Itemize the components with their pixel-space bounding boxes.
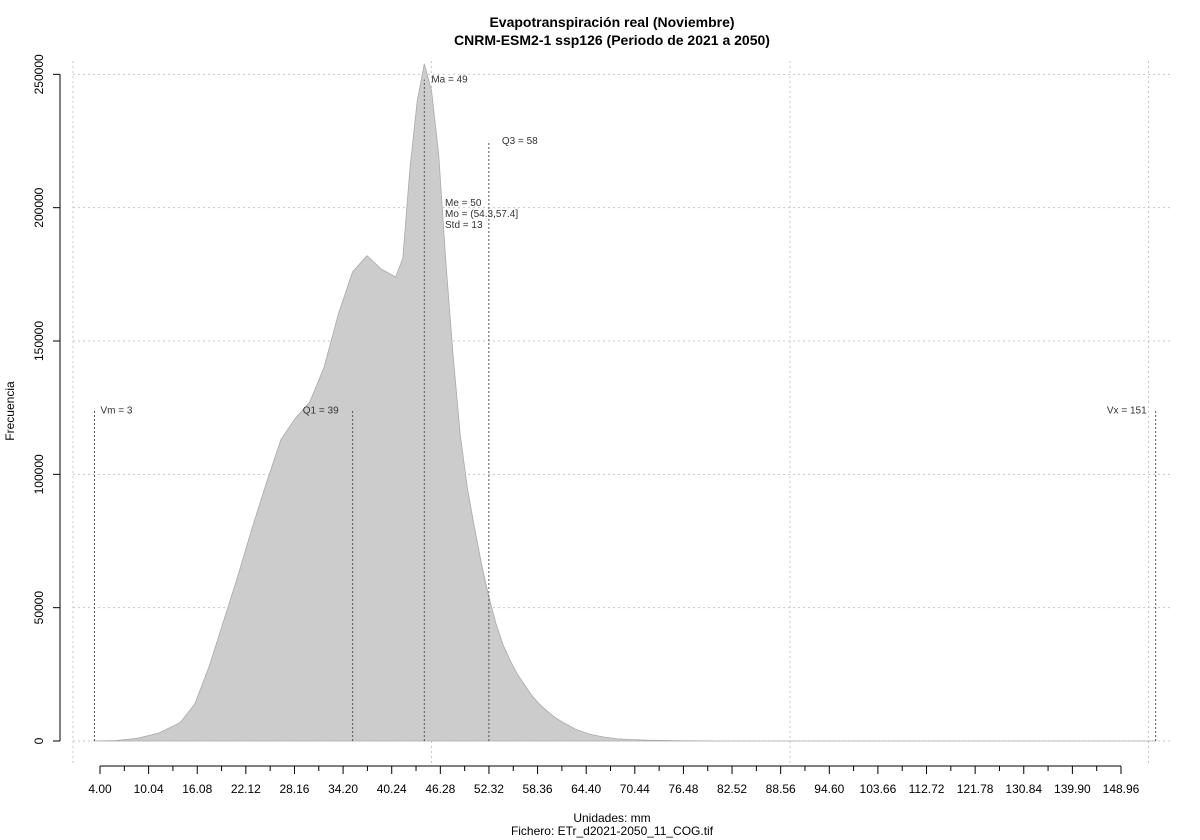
x-tick-label: 70.44	[620, 782, 650, 796]
ma-marker-label: Ma = 49	[431, 75, 468, 86]
x-tick-label: 10.04	[134, 782, 164, 796]
x-tick-label: 40.24	[377, 782, 407, 796]
y-tick-label: 200000	[32, 187, 46, 227]
footer-filename: Fichero: ETr_d2021-2050_11_COG.tif	[511, 824, 714, 838]
y-tick-label: 0	[32, 737, 46, 744]
x-tick-label: 88.56	[766, 782, 796, 796]
x-tick-label: 82.52	[717, 782, 747, 796]
q3-marker-label: Q3 = 58	[502, 136, 538, 147]
stats-label: Mo = (54.3,57.4]	[445, 209, 518, 220]
stats-label: Std = 13	[445, 220, 483, 231]
y-tick-label: 150000	[32, 321, 46, 361]
x-tick-label: 112.72	[909, 782, 945, 796]
x-tick-label: 46.28	[425, 782, 455, 796]
axes: 0 50000 100000 150000 200000 250000 4.00 10.04 1…	[32, 54, 1140, 796]
x-tick-label: 16.08	[182, 782, 212, 796]
y-tick-label: 250000	[32, 54, 46, 94]
annotations: Vm = 3 Q1 = 39 Ma = 49 Q3 = 58 Vx = 151 Me = …	[94, 75, 1157, 741]
x-tick-label: 103.66	[860, 782, 897, 796]
x-tick-label: 34.20	[328, 782, 358, 796]
y-tick-label: 50000	[32, 591, 46, 625]
x-tick-label: 22.12	[231, 782, 261, 796]
x-tick-label: 64.40	[571, 782, 601, 796]
x-tick-label: 148.96	[1103, 782, 1140, 796]
vm-marker-label: Vm = 3	[101, 405, 133, 416]
y-axis-label: Frecuencia	[3, 381, 17, 441]
x-axis-label: Unidades: mm	[573, 811, 650, 825]
stats-label: Me = 50	[445, 198, 482, 209]
x-tick-label: 139.90	[1054, 782, 1091, 796]
chart-subtitle: CNRM-ESM2-1 ssp126 (Periodo de 2021 a 20…	[454, 32, 770, 48]
density-area	[94, 63, 1156, 742]
vx-marker-label: Vx = 151	[1107, 405, 1147, 416]
x-tick-label: 28.16	[279, 782, 309, 796]
q1-marker-label: Q1 = 39	[303, 405, 339, 416]
x-tick-label: 52.32	[474, 782, 504, 796]
x-tick-label: 94.60	[814, 782, 844, 796]
x-tick-label: 130.84	[1005, 782, 1042, 796]
x-tick-label: 58.36	[523, 782, 553, 796]
y-tick-label: 100000	[32, 454, 46, 494]
x-tick-label: 121.78	[957, 782, 994, 796]
x-tick-label: 4.00	[88, 782, 112, 796]
chart-title: Evapotranspiración real (Noviembre)	[489, 14, 734, 30]
x-tick-label: 76.48	[668, 782, 698, 796]
